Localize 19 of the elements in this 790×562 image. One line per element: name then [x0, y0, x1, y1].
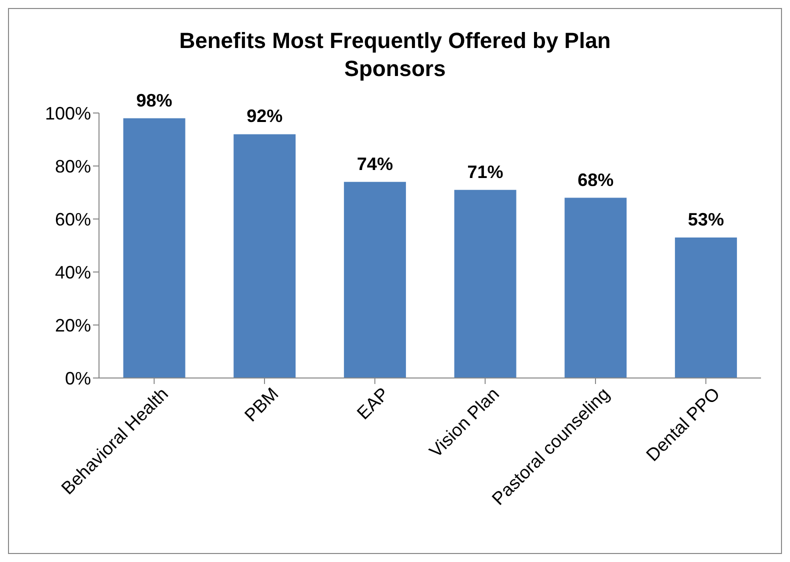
- y-tick-label: 40%: [54, 262, 91, 282]
- y-tick-label: 80%: [54, 156, 91, 176]
- bar: [344, 182, 406, 378]
- y-tick-label: 100%: [44, 103, 91, 124]
- y-tick-label: 0%: [64, 368, 91, 388]
- data-label: 92%: [246, 106, 283, 126]
- bar: [123, 118, 186, 378]
- bar: [674, 238, 737, 378]
- bar: [454, 190, 516, 378]
- data-label: 71%: [467, 162, 504, 182]
- data-label: 68%: [578, 170, 614, 190]
- bar: [564, 198, 627, 378]
- bar: [234, 134, 296, 378]
- y-tick-label: 20%: [54, 315, 91, 336]
- chart-title: Benefits Most Frequently Offered by Plan Sponsors: [178, 27, 612, 83]
- y-tick-label: 60%: [54, 209, 91, 230]
- data-label: 98%: [136, 90, 172, 110]
- data-label: 53%: [688, 210, 724, 230]
- data-label: 74%: [356, 154, 393, 174]
